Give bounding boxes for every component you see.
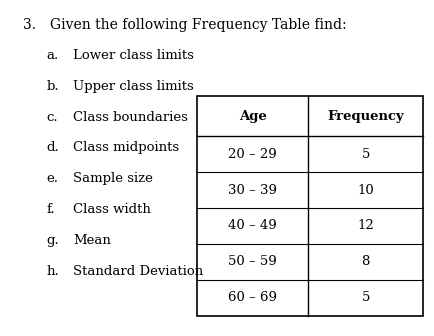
Text: Sample size: Sample size	[73, 172, 153, 185]
Text: g.: g.	[47, 234, 59, 247]
Text: Lower class limits: Lower class limits	[73, 49, 194, 62]
Text: e.: e.	[47, 172, 59, 185]
Text: 8: 8	[362, 255, 370, 268]
Text: Class boundaries: Class boundaries	[73, 111, 188, 124]
Text: b.: b.	[47, 80, 59, 93]
Text: 5: 5	[362, 291, 370, 304]
Text: Class width: Class width	[73, 203, 151, 216]
Text: 40 – 49: 40 – 49	[228, 219, 277, 233]
Text: Frequency: Frequency	[327, 110, 404, 123]
Text: d.: d.	[47, 141, 59, 155]
Text: 60 – 69: 60 – 69	[228, 291, 277, 304]
Text: Upper class limits: Upper class limits	[73, 80, 194, 93]
Text: Class midpoints: Class midpoints	[73, 141, 179, 155]
Text: 50 – 59: 50 – 59	[228, 255, 277, 268]
Text: 12: 12	[357, 219, 374, 233]
Text: Given the following Frequency Table find:: Given the following Frequency Table find…	[50, 18, 346, 33]
Text: Mean: Mean	[73, 234, 111, 247]
Text: 20 – 29: 20 – 29	[228, 148, 277, 161]
Text: 5: 5	[362, 148, 370, 161]
Text: 30 – 39: 30 – 39	[228, 183, 277, 197]
Text: c.: c.	[47, 111, 59, 124]
Text: f.: f.	[47, 203, 56, 216]
Text: Standard Deviation: Standard Deviation	[73, 265, 203, 278]
Text: 10: 10	[357, 183, 374, 197]
Text: a.: a.	[47, 49, 59, 62]
Text: Age: Age	[239, 110, 266, 123]
Text: 3.: 3.	[23, 18, 36, 33]
Text: h.: h.	[47, 265, 59, 278]
